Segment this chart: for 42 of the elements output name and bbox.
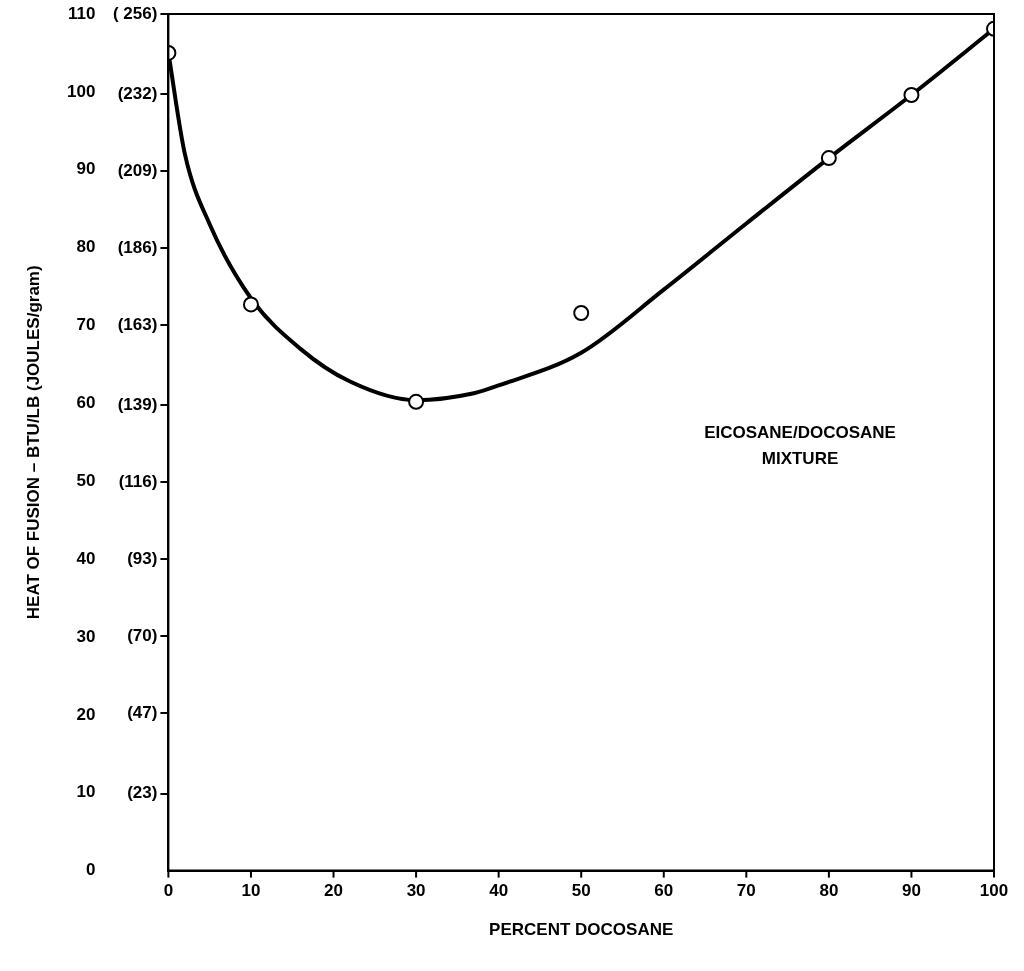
y2-tick-label: (23)	[127, 783, 158, 803]
y-tick-label: 80	[76, 237, 96, 257]
point	[408, 393, 425, 410]
y2-tick-label: ( 256)	[112, 3, 158, 23]
point	[242, 296, 259, 313]
y-tick-label: 70	[76, 315, 96, 335]
x-tick-label: 40	[489, 880, 509, 900]
x-tick-label: 80	[819, 880, 839, 900]
x-tick-label: 60	[654, 880, 674, 900]
y-tick-label: 90	[76, 159, 96, 179]
x-axis-title: PERCENT DOCOSANE	[489, 920, 674, 940]
y-tick-label: 30	[76, 626, 96, 646]
x-tick-label: 0	[163, 880, 174, 900]
y2-tick-label: (47)	[127, 703, 158, 723]
x-tick-label: 50	[571, 880, 591, 900]
x-tick-label: 10	[241, 880, 261, 900]
y2-tick-label: (70)	[127, 626, 158, 646]
x-tick-label: 100	[979, 880, 1009, 900]
y-axis-title: HEAT OF FUSION – BTU/LB (JOULES/gram)	[23, 265, 43, 620]
y-tick-label: 40	[76, 548, 96, 568]
y2-tick-label: (93)	[127, 549, 158, 569]
y-tick-label: 110	[67, 3, 96, 23]
y-tick-label: 10	[76, 782, 96, 802]
x-tick-label: 90	[901, 880, 921, 900]
y2-tick-label: (116)	[118, 472, 158, 492]
annotation: EICOSANE/DOCOSANE MIXTURE	[703, 422, 897, 470]
y2-tick-label: (163)	[117, 314, 158, 334]
y-tick-label: 20	[76, 704, 96, 724]
point	[573, 305, 590, 322]
y-tick-label: 100	[67, 81, 96, 101]
x-tick-label: 70	[736, 880, 756, 900]
y2-tick-label: (186)	[117, 237, 158, 257]
point	[820, 150, 837, 167]
y-tick-label: 50	[76, 470, 96, 490]
y2-tick-label: (139)	[117, 395, 158, 415]
y2-tick-label: (209)	[117, 160, 158, 180]
y-tick-label: 0	[85, 860, 96, 880]
point	[903, 86, 920, 103]
y2-tick-label: (232)	[117, 83, 158, 103]
y-tick-label: 60	[76, 393, 96, 413]
x-tick-label: 30	[406, 880, 426, 900]
x-tick-label: 20	[324, 880, 343, 900]
